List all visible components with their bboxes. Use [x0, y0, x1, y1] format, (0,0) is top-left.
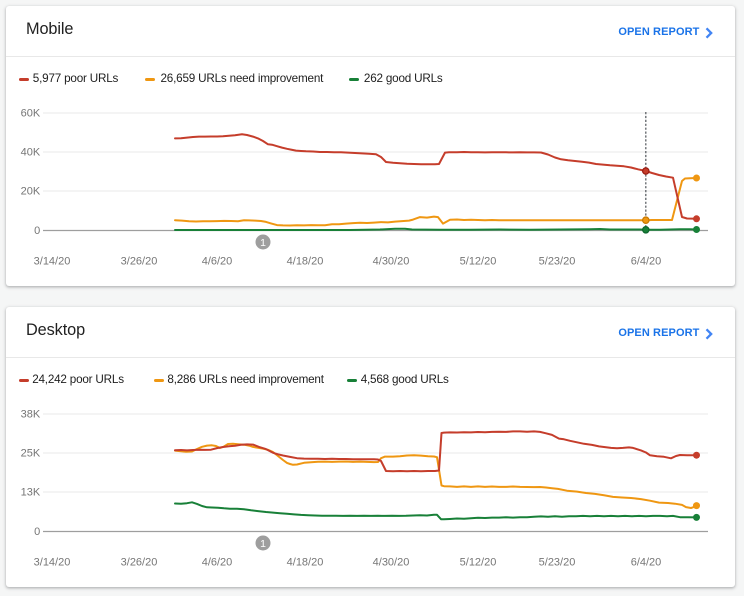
svg-text:1: 1 — [260, 538, 266, 550]
svg-text:5/12/20: 5/12/20 — [460, 256, 497, 268]
svg-text:4/6/20: 4/6/20 — [202, 256, 233, 268]
svg-text:3/26/20: 3/26/20 — [121, 256, 158, 268]
svg-text:38K: 38K — [21, 409, 41, 421]
svg-text:60K: 60K — [21, 108, 41, 120]
svg-text:25K: 25K — [21, 448, 41, 460]
svg-text:6/4/20: 6/4/20 — [631, 256, 662, 268]
svg-text:3/14/20: 3/14/20 — [34, 557, 71, 569]
svg-text:13K: 13K — [21, 487, 41, 499]
svg-text:4/18/20: 4/18/20 — [287, 256, 324, 268]
svg-text:5/23/20: 5/23/20 — [539, 557, 576, 569]
svg-text:5/23/20: 5/23/20 — [539, 256, 576, 268]
svg-text:5/12/20: 5/12/20 — [460, 557, 497, 569]
svg-text:6/4/20: 6/4/20 — [631, 557, 662, 569]
svg-text:3/26/20: 3/26/20 — [121, 557, 158, 569]
svg-text:3/14/20: 3/14/20 — [34, 256, 71, 268]
svg-text:4/18/20: 4/18/20 — [287, 557, 324, 569]
svg-text:4/6/20: 4/6/20 — [202, 557, 233, 569]
svg-text:1: 1 — [260, 237, 266, 249]
svg-text:40K: 40K — [21, 147, 41, 159]
svg-text:0: 0 — [34, 225, 40, 237]
svg-text:4/30/20: 4/30/20 — [373, 557, 410, 569]
svg-text:0: 0 — [34, 526, 40, 538]
svg-text:20K: 20K — [21, 186, 41, 198]
svg-text:4/30/20: 4/30/20 — [373, 256, 410, 268]
